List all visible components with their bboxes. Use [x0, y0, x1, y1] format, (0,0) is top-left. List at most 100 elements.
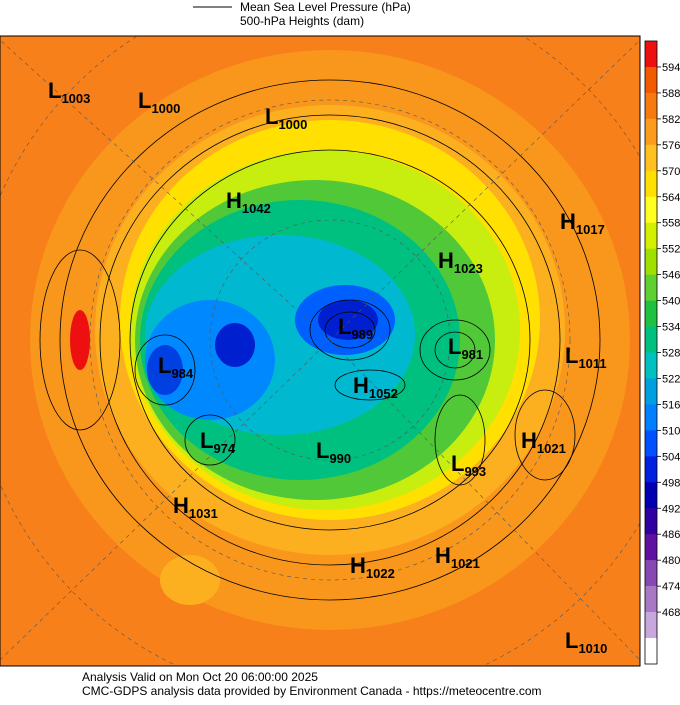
pressure-center: L993 — [451, 451, 486, 479]
colorbar-swatch — [645, 248, 657, 275]
pressure-center: L981 — [448, 334, 483, 362]
footer-valid: Analysis Valid on Mon Oct 20 06:00:00 20… — [82, 670, 318, 684]
center-type: L — [200, 428, 213, 453]
colorbar-swatch — [645, 170, 657, 198]
isobars — [39, 79, 601, 601]
colorbar: 594 588 582 576 570 564 558 552 546 540 534 528 522 5… — [644, 40, 680, 665]
pressure-center: H1022 — [350, 553, 395, 581]
pressure-center: H1017 — [560, 209, 605, 237]
colorbar-swatch — [645, 430, 657, 457]
center-pressure: 1031 — [189, 506, 218, 521]
center-pressure: 981 — [461, 347, 483, 362]
pressure-center: L989 — [338, 314, 373, 342]
center-type: H — [521, 428, 537, 453]
center-type: H — [350, 553, 366, 578]
center-type: L — [158, 353, 171, 378]
colorbar-swatch — [645, 41, 657, 68]
pressure-center: L1011 — [565, 343, 607, 371]
pressure-center: L1000 — [265, 104, 307, 132]
colorbar-swatch — [645, 300, 657, 327]
colorbar-label: 522 — [662, 373, 680, 385]
center-pressure: 1052 — [369, 386, 398, 401]
center-type: H — [438, 248, 454, 273]
height-band — [318, 300, 378, 340]
colorbar-label: 528 — [662, 348, 680, 360]
center-type: H — [226, 188, 242, 213]
colorbar-swatch — [645, 274, 657, 301]
colorbar-swatch — [645, 118, 657, 146]
colorbar-swatch — [645, 144, 657, 172]
center-pressure: 1021 — [451, 556, 480, 571]
colorbar-swatch — [645, 612, 657, 639]
colorbar-swatch — [645, 638, 657, 665]
center-type: L — [565, 343, 578, 368]
colorbar-label: 594 — [662, 62, 680, 74]
center-type: H — [435, 543, 451, 568]
center-pressure: 974 — [213, 441, 235, 456]
legend-fill-label: 500-hPa Heights (dam) — [240, 14, 364, 28]
colorbar-label: 552 — [662, 244, 680, 256]
center-type: L — [451, 451, 464, 476]
center-pressure: 1023 — [454, 261, 483, 276]
center-pressure: 1011 — [578, 356, 606, 371]
footer-credit: CMC-GDPS analysis data provided by Envir… — [82, 684, 542, 698]
center-type: L — [48, 78, 61, 103]
center-pressure: 1017 — [576, 222, 605, 237]
center-pressure: 1000 — [278, 117, 307, 132]
center-pressure: 990 — [329, 451, 351, 466]
colorbar-label: 492 — [662, 503, 680, 515]
colorbar-swatch — [645, 352, 657, 379]
colorbar-label: 474 — [662, 581, 680, 593]
pressure-center: H1021 — [521, 428, 566, 456]
colorbar-label: 480 — [662, 555, 680, 567]
center-type: L — [338, 314, 351, 339]
colorbar-label: 546 — [662, 270, 680, 282]
center-pressure: 1021 — [537, 441, 566, 456]
colorbar-label: 486 — [662, 529, 680, 541]
center-pressure: 993 — [464, 464, 486, 479]
center-type: L — [138, 88, 151, 113]
colorbar-label: 570 — [662, 166, 680, 178]
colorbar-label: 498 — [662, 477, 680, 489]
center-pressure: 1022 — [366, 566, 395, 581]
center-pressure: 989 — [351, 327, 373, 342]
colorbar-swatch — [645, 196, 657, 224]
colorbar-label: 576 — [662, 140, 680, 152]
colorbar-label: 516 — [662, 399, 680, 411]
colorbar-label: 582 — [662, 114, 680, 126]
height-band — [160, 555, 220, 605]
center-pressure: 1000 — [151, 101, 180, 116]
pressure-center: L990 — [316, 438, 351, 466]
center-type: H — [560, 209, 576, 234]
center-type: L — [448, 334, 461, 359]
colorbar-swatch — [645, 404, 657, 431]
center-type: L — [316, 438, 329, 463]
pressure-center: H1031 — [173, 493, 218, 521]
colorbar-label: 558 — [662, 218, 680, 230]
pressure-center: L1000 — [138, 88, 180, 116]
colorbar-swatch — [645, 378, 657, 405]
center-pressure: 1042 — [242, 201, 271, 216]
height-band — [70, 310, 90, 370]
colorbar-swatch — [645, 66, 657, 94]
colorbar-swatch — [645, 222, 657, 249]
center-pressure: 1010 — [578, 641, 607, 656]
colorbar-label: 588 — [662, 88, 680, 100]
pressure-center: H1042 — [226, 188, 271, 216]
colorbar-swatch — [645, 534, 657, 561]
colorbar-label: 510 — [662, 425, 680, 437]
colorbar-swatch — [645, 508, 657, 535]
pressure-center: L1003 — [48, 78, 90, 106]
colorbar-label: 504 — [662, 451, 680, 463]
colorbar-label: 540 — [662, 296, 680, 308]
pressure-center: L974 — [200, 428, 236, 456]
pressure-center: H1052 — [353, 373, 398, 401]
center-type: L — [565, 628, 578, 653]
pressure-center: H1023 — [438, 248, 483, 276]
colorbar-swatch — [645, 326, 657, 353]
center-type: H — [173, 493, 189, 518]
pressure-center: H1021 — [435, 543, 480, 571]
